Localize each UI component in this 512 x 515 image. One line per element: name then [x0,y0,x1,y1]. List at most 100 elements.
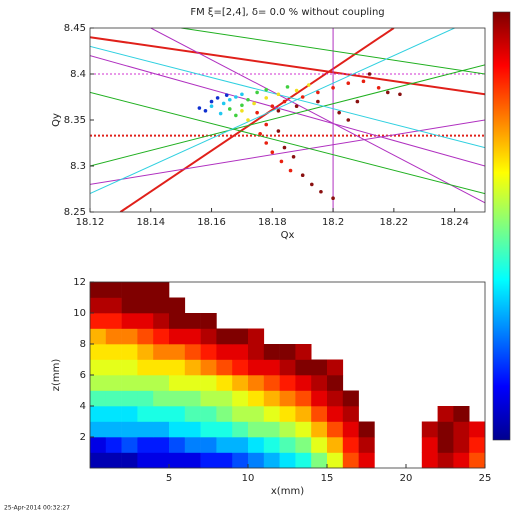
heat-cell [232,328,249,345]
heat-cell [279,359,296,376]
heat-cell [137,421,154,438]
x-tick-label: 18.24 [440,217,469,228]
tune-point [276,129,281,133]
heat-cell [121,282,138,298]
heat-cell [105,282,122,298]
heat-cell [216,375,233,391]
heat-cell [437,406,454,422]
heat-cell [137,282,154,298]
heat-cell [90,406,107,422]
heat-cell [279,344,296,360]
heat-cell [200,437,217,453]
x-axis-label: Qx [281,230,295,241]
heat-cell [137,344,154,360]
heat-cell [169,359,186,376]
heat-cell [137,452,154,469]
heat-cell [105,313,122,329]
heat-cell [342,390,359,407]
tune-point [252,101,256,106]
tune-point [331,196,335,200]
heat-cell [279,421,296,438]
heat-cell [200,328,217,345]
heat-cell [453,452,470,469]
resonance-line [90,45,485,149]
tune-point [300,173,305,177]
tune-point [282,99,287,104]
heat-cell [153,390,170,407]
heat-cell [311,375,328,391]
heat-cell [295,390,312,407]
heat-cell [248,390,265,407]
heat-cell [105,359,122,376]
heat-cell [279,406,296,422]
heat-cell [121,359,138,376]
x-tick-label: 18.16 [197,217,226,228]
heat-cell [169,421,186,438]
heat-cell [216,406,233,422]
resonance-line [90,91,485,195]
heat-cell [263,406,280,422]
heat-cell [248,437,265,453]
heat-cell [169,297,186,314]
heat-cell [121,344,138,360]
x-tick-label: 15 [321,473,334,484]
heat-cell [90,328,107,345]
heat-cell [327,359,344,376]
heat-cell [169,390,186,407]
tune-point [203,109,208,113]
resonance-line [90,55,485,167]
tune-point [264,141,269,145]
heat-cell [105,452,122,469]
heat-cell [263,452,280,469]
tune-point [285,85,290,89]
tune-point [367,72,372,76]
heat-cell [421,452,438,469]
heat-cell [279,437,296,453]
heat-cell [469,421,486,438]
y-tick-label: 8 [80,339,86,350]
heat-cell [295,437,312,453]
heat-cell [90,313,107,329]
resonance-line [181,28,485,75]
heat-cell [121,390,138,407]
tune-point [215,96,220,100]
heat-cell [232,344,249,360]
heat-cell [137,375,154,391]
heat-cell [311,359,328,376]
heat-cell [90,421,107,438]
heat-cell [153,375,170,391]
tune-point [316,99,320,104]
tune-point [227,97,232,102]
heat-cell [216,421,233,438]
heat-cell [90,359,107,376]
tune-point [294,88,299,93]
tune-point [331,86,335,90]
heat-cell [184,390,201,407]
tune-point [255,110,259,115]
tune-point [234,95,238,99]
heat-cell [295,421,312,438]
tune-point [246,97,250,102]
tune-point [276,92,281,97]
heat-cell [327,406,344,422]
heat-cell [327,375,344,391]
tune-point [376,86,381,90]
heat-cell [263,375,280,391]
chart-title: FM ξ=[2,4], δ= 0.0 % without coupling [190,7,384,18]
heat-cell [121,421,138,438]
tune-point [276,109,281,113]
y-tick-label: 12 [73,277,86,288]
timestamp: 25-Apr-2014 00:32:27 [4,505,70,512]
heat-cell [184,375,201,391]
heat-cell [295,375,312,391]
tune-point [319,189,323,194]
tune-point [385,90,390,95]
heat-cell [200,359,217,376]
heat-cell [437,437,454,453]
x-tick-label: 18.2 [322,217,344,228]
heat-cell [216,437,233,453]
tune-point [218,111,223,116]
heat-cell [327,452,344,469]
y-tick-label: 2 [80,432,86,443]
